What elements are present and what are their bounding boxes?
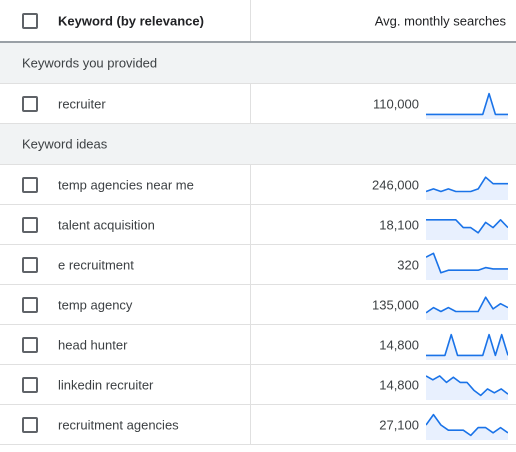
keyword-cell: talent acquisition [0,205,251,244]
trend-sparkline [426,375,508,400]
row-checkbox[interactable] [22,376,38,393]
trend-sparkline [426,252,508,280]
sparkline-area [426,414,508,440]
keyword-text: linkedin recruiter [58,377,154,392]
table-header: Keyword (by relevance) Avg. monthly sear… [0,0,516,43]
keyword-text: talent acquisition [58,217,155,232]
sparkline-line [426,333,508,357]
table-body: Keywords you provided recruiter 110,000 Key… [0,43,516,445]
avg-monthly-searches-value: 18,100 [379,217,419,232]
sparkline-line [426,413,508,437]
trend-sparkline [426,296,508,320]
trend-sparkline [426,219,508,240]
table-row[interactable]: temp agencies near me 246,000 [0,165,516,205]
row-checkbox[interactable] [22,256,38,273]
row-checkbox[interactable] [22,176,38,193]
trend-sparkline [426,92,508,119]
avg-monthly-searches-value: 14,800 [379,377,419,392]
table-row[interactable]: e recruitment 320 [0,245,516,285]
keyword-cell: temp agency [0,285,251,324]
table-row[interactable]: linkedin recruiter 14,800 [0,365,516,405]
keyword-cell: recruiter [0,84,251,123]
keyword-text: temp agencies near me [58,177,194,192]
avg-monthly-searches-value: 14,800 [379,337,419,352]
group-row: Keyword ideas [0,124,516,165]
sparkline-area [426,219,508,240]
group-label: Keywords you provided [22,55,158,71]
keyword-text: temp agency [58,297,133,312]
row-checkbox[interactable] [22,95,38,112]
sparkline-line [426,92,508,116]
keyword-text: head hunter [58,337,128,352]
table-row[interactable]: recruiter 110,000 [0,84,516,124]
table-row[interactable]: talent acquisition 18,100 [0,205,516,245]
keyword-cell: e recruitment [0,245,251,284]
trend-sparkline [426,176,508,200]
keyword-cell: recruitment agencies [0,405,251,444]
sparkline-line [426,219,508,234]
keyword-cell: linkedin recruiter [0,365,251,404]
row-checkbox[interactable] [22,296,38,313]
avg-monthly-searches-value: 135,000 [372,297,419,312]
sparkline-area [426,253,508,280]
keyword-column-label[interactable]: Keyword (by relevance) [58,13,204,28]
sparkline-area [426,375,508,400]
keyword-cell: temp agencies near me [0,165,251,204]
trend-sparkline [426,333,508,360]
avg-monthly-searches-value: 246,000 [372,177,419,192]
table-row[interactable]: head hunter 14,800 [0,325,516,365]
keyword-cell: head hunter [0,325,251,364]
row-checkbox[interactable] [22,416,38,433]
row-checkbox[interactable] [22,336,38,353]
sparkline-area [426,177,508,200]
sparkline-area [426,297,508,320]
group-row: Keywords you provided [0,43,516,84]
avg-monthly-searches-value: 27,100 [379,417,419,432]
row-checkbox[interactable] [22,216,38,233]
trend-sparkline [426,413,508,440]
sparkline-line [426,375,508,397]
keyword-text: recruitment agencies [58,417,179,432]
keyword-text: e recruitment [58,257,134,272]
avg-monthly-searches-value: 320 [397,257,419,272]
table-row[interactable]: recruitment agencies 27,100 [0,405,516,445]
sparkline-line [426,252,508,274]
keyword-text: recruiter [58,96,106,111]
select-all-checkbox[interactable] [22,12,38,29]
keyword-column-header: Keyword (by relevance) [0,0,251,41]
avg-monthly-searches-column-label[interactable]: Avg. monthly searches [374,13,506,28]
avg-monthly-searches-value: 110,000 [372,96,419,111]
group-label: Keyword ideas [22,136,108,152]
sparkline-line [426,296,508,314]
table-row[interactable]: temp agency 135,000 [0,285,516,325]
sparkline-line [426,176,508,193]
